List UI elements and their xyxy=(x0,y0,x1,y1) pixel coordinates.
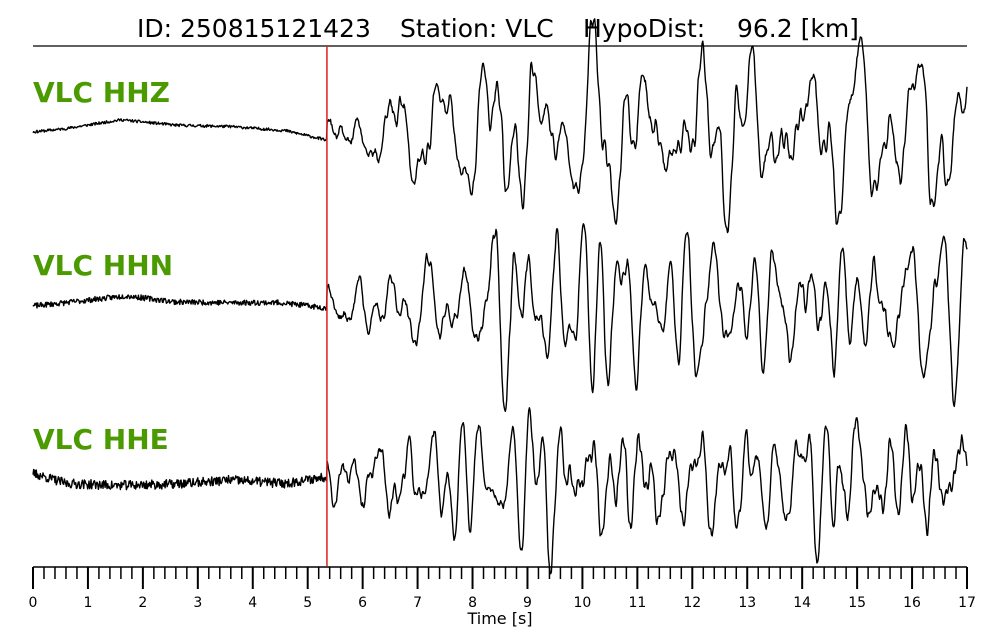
x-tick-label: 17 xyxy=(958,595,976,611)
x-tick-label: 14 xyxy=(793,595,811,611)
x-tick-label: 11 xyxy=(628,595,646,611)
x-tick-label: 2 xyxy=(138,595,147,611)
title-event-id: ID: 250815121423 xyxy=(137,14,371,43)
title-hypodist: HypoDist: 96.2 [km] xyxy=(583,14,859,43)
trace-hhz xyxy=(32,18,968,234)
x-tick-label: 6 xyxy=(358,595,367,611)
x-tick-label: 13 xyxy=(738,595,756,611)
x-tick-label: 10 xyxy=(573,595,591,611)
x-tick-label: 15 xyxy=(848,595,866,611)
x-axis-label: Time [s] xyxy=(466,609,532,628)
x-tick-label: 9 xyxy=(523,595,532,611)
channel-label-hhe: VLC HHE xyxy=(33,423,169,456)
x-tick-label: 0 xyxy=(29,595,38,611)
title-station: Station: VLC xyxy=(400,14,554,43)
channel-label-hhz: VLC HHZ xyxy=(33,76,170,109)
x-tick-label: 7 xyxy=(413,595,422,611)
x-tick-label: 16 xyxy=(903,595,921,611)
x-tick-label: 8 xyxy=(468,595,477,611)
x-axis: 0 1 2 3 4 5 6 7 8 9 10 11 12 13 14 15 16 17 xyxy=(29,566,976,611)
x-tick-label: 12 xyxy=(683,595,701,611)
trace-hhn xyxy=(32,223,968,412)
channel-label-hhn: VLC HHN xyxy=(33,249,173,282)
x-tick-label: 5 xyxy=(303,595,312,611)
x-tick-label: 4 xyxy=(248,595,257,611)
x-tick-label: 3 xyxy=(193,595,202,611)
x-tick-label: 1 xyxy=(83,595,92,611)
trace-hhe xyxy=(32,407,968,575)
